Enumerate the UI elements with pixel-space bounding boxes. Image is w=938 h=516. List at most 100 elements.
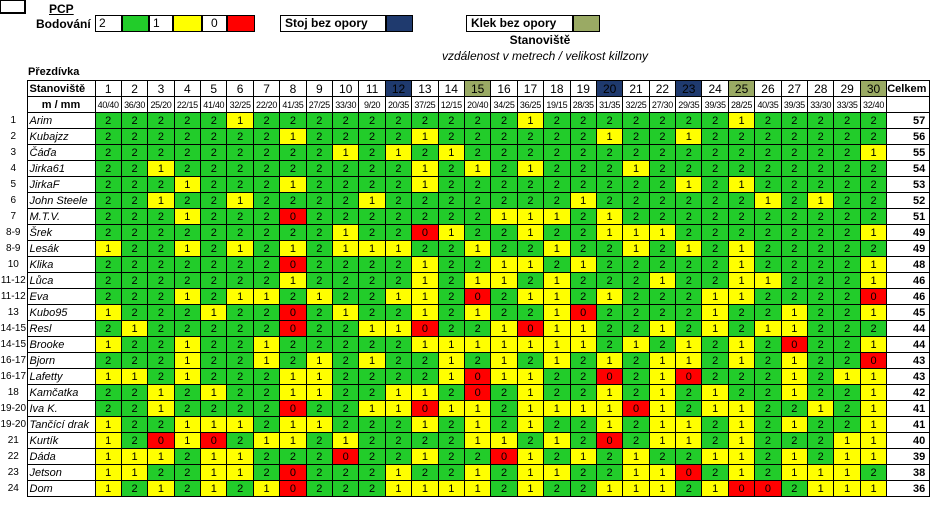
score-cell[interactable]: 1 (226, 288, 254, 305)
score-cell[interactable]: 2 (252, 448, 281, 465)
score-cell[interactable]: 2 (490, 224, 518, 241)
score-cell[interactable]: 1 (226, 112, 254, 129)
score-cell[interactable]: 2 (358, 304, 386, 321)
score-cell[interactable]: 1 (411, 272, 439, 289)
score-cell[interactable]: 2 (595, 256, 624, 273)
score-cell[interactable]: 2 (780, 224, 809, 241)
score-cell[interactable]: 1 (463, 272, 492, 289)
score-cell[interactable]: 2 (411, 208, 439, 225)
score-cell[interactable]: 1 (358, 192, 386, 209)
score-cell[interactable]: 2 (859, 112, 888, 129)
score-cell[interactable]: 1 (279, 272, 307, 289)
distance-cell[interactable]: 39/35 (701, 96, 729, 113)
score-cell[interactable]: 1 (305, 352, 334, 369)
nickname-cell[interactable]: Jetson (26, 464, 96, 481)
score-cell[interactable]: 2 (147, 320, 175, 337)
score-cell[interactable]: 2 (622, 288, 650, 305)
score-cell[interactable]: 2 (727, 368, 756, 385)
score-cell[interactable]: 1 (147, 400, 175, 417)
score-cell[interactable]: 2 (200, 368, 228, 385)
score-cell[interactable]: 0 (200, 432, 228, 449)
score-cell[interactable]: 2 (252, 384, 281, 401)
score-cell[interactable]: 2 (120, 224, 149, 241)
score-cell[interactable]: 2 (833, 128, 861, 145)
score-cell[interactable]: 2 (173, 384, 202, 401)
score-cell[interactable]: 1 (701, 288, 729, 305)
score-cell[interactable]: 2 (754, 144, 782, 161)
score-cell[interactable]: 2 (622, 176, 650, 193)
score-cell[interactable]: 2 (675, 448, 703, 465)
score-cell[interactable]: 2 (173, 400, 202, 417)
score-cell[interactable]: 2 (569, 272, 597, 289)
score-cell[interactable]: 2 (358, 144, 386, 161)
score-cell[interactable]: 1 (411, 288, 439, 305)
score-cell[interactable]: 2 (543, 144, 571, 161)
score-cell[interactable]: 2 (384, 256, 413, 273)
distance-cell[interactable]: 28/25 (727, 96, 756, 113)
score-cell[interactable]: 1 (859, 480, 888, 497)
distance-cell[interactable]: 27/30 (648, 96, 677, 113)
score-cell[interactable]: 2 (358, 416, 386, 433)
score-cell[interactable]: 2 (147, 416, 175, 433)
score-cell[interactable]: 2 (807, 432, 835, 449)
nickname-cell[interactable]: Dáda (26, 448, 96, 465)
score-cell[interactable]: 2 (648, 176, 677, 193)
score-cell[interactable]: 2 (543, 256, 571, 273)
score-cell[interactable]: 2 (279, 192, 307, 209)
score-cell[interactable]: 2 (200, 240, 228, 257)
station-number[interactable]: 29 (833, 80, 861, 97)
score-cell[interactable]: 1 (701, 384, 729, 401)
score-cell[interactable]: 2 (701, 368, 729, 385)
score-cell[interactable]: 1 (675, 432, 703, 449)
score-cell[interactable]: 1 (147, 192, 175, 209)
score-cell[interactable]: 2 (147, 256, 175, 273)
score-cell[interactable]: 1 (648, 416, 677, 433)
score-cell[interactable]: 2 (279, 224, 307, 241)
score-cell[interactable]: 2 (569, 384, 597, 401)
score-cell[interactable]: 1 (516, 384, 545, 401)
score-cell[interactable]: 2 (833, 240, 861, 257)
score-cell[interactable]: 2 (859, 320, 888, 337)
score-cell[interactable]: 1 (859, 448, 888, 465)
score-cell[interactable]: 1 (622, 448, 650, 465)
score-cell[interactable]: 2 (94, 208, 122, 225)
distance-cell[interactable]: 27/25 (305, 96, 334, 113)
score-cell[interactable]: 1 (648, 224, 677, 241)
distance-cell[interactable]: 12/15 (437, 96, 465, 113)
score-cell[interactable]: 0 (279, 320, 307, 337)
score-cell[interactable]: 2 (305, 432, 334, 449)
score-cell[interactable]: 2 (147, 464, 175, 481)
nickname-cell[interactable]: Brooke (26, 336, 96, 353)
score-cell[interactable]: 2 (595, 240, 624, 257)
score-cell[interactable]: 2 (516, 304, 545, 321)
score-cell[interactable]: 2 (859, 160, 888, 177)
score-cell[interactable]: 1 (516, 208, 545, 225)
score-cell[interactable]: 1 (833, 432, 861, 449)
score-cell[interactable]: 2 (595, 192, 624, 209)
station-number[interactable]: 10 (332, 80, 360, 97)
score-cell[interactable]: 0 (147, 432, 175, 449)
score-cell[interactable]: 2 (569, 368, 597, 385)
score-cell[interactable]: 2 (120, 176, 149, 193)
score-cell[interactable]: 2 (384, 192, 413, 209)
score-cell[interactable]: 2 (516, 128, 545, 145)
score-cell[interactable]: 2 (252, 304, 281, 321)
score-cell[interactable]: 2 (780, 192, 809, 209)
score-cell[interactable]: 2 (279, 352, 307, 369)
score-cell[interactable]: 2 (727, 208, 756, 225)
score-cell[interactable]: 1 (94, 336, 122, 353)
score-cell[interactable]: 0 (411, 320, 439, 337)
score-cell[interactable]: 2 (226, 432, 254, 449)
nickname-cell[interactable]: Kamčatka (26, 384, 96, 401)
score-cell[interactable]: 2 (226, 272, 254, 289)
score-cell[interactable]: 2 (569, 224, 597, 241)
score-cell[interactable]: 1 (463, 400, 492, 417)
score-cell[interactable]: 1 (516, 448, 545, 465)
score-cell[interactable]: 2 (807, 272, 835, 289)
score-cell[interactable]: 2 (780, 112, 809, 129)
score-cell[interactable]: 2 (358, 112, 386, 129)
distance-cell[interactable]: 40/40 (94, 96, 122, 113)
station-number[interactable]: 17 (516, 80, 545, 97)
score-cell[interactable]: 2 (226, 304, 254, 321)
distance-cell[interactable]: 20/35 (384, 96, 413, 113)
